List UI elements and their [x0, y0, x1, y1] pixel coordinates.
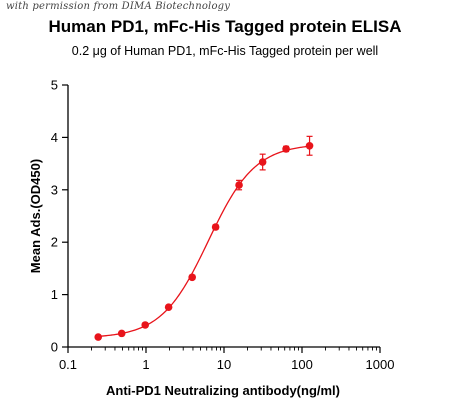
data-point: [235, 181, 243, 189]
data-point: [117, 329, 126, 338]
fit-curve-group: [98, 145, 310, 338]
y-axis-label: Mean Ads.(OD450): [28, 159, 43, 273]
axes: [67, 85, 380, 348]
x-tick-label: 10: [217, 357, 231, 372]
x-tick-label: 100: [291, 357, 313, 372]
tick-labels: 0 1 2 3 4 5 0.1 1 10 100 1000: [51, 78, 395, 373]
data-point: [282, 145, 290, 153]
watermark: with permission from DIMA Biotechnology: [6, 1, 231, 12]
y-tick-label: 2: [51, 235, 58, 250]
chart-title: Human PD1, mFc-His Tagged protein ELISA: [48, 17, 402, 36]
y-tick-label: 0: [51, 340, 58, 355]
tick-marks: [62, 84, 381, 353]
x-axis-label: Anti-PD1 Neutralizing antibody(ng/ml): [106, 383, 340, 398]
data-point: [94, 333, 103, 341]
data-point: [258, 158, 267, 166]
x-tick-label: 0.1: [59, 357, 77, 372]
y-tick-label: 1: [51, 287, 58, 302]
x-tick-label: 1: [142, 357, 149, 372]
x-tick-label: 1000: [366, 357, 395, 372]
chart-subtitle: 0.2 μg of Human PD1, mFc-His Tagged prot…: [71, 44, 379, 58]
data-point: [141, 321, 150, 329]
y-tick-label: 3: [51, 182, 58, 197]
data-point: [164, 303, 173, 311]
data-points-group: [94, 135, 314, 341]
data-point: [188, 273, 196, 282]
y-tick-label: 5: [51, 78, 58, 93]
y-tick-label: 4: [51, 130, 58, 145]
fit-curve: [98, 145, 310, 338]
data-point: [305, 141, 314, 150]
data-point: [211, 223, 220, 231]
